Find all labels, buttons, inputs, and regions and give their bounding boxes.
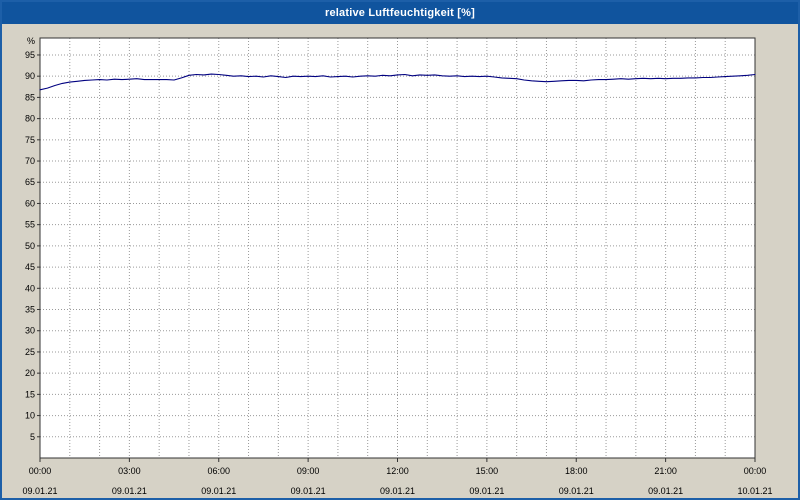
x-tick-time-label: 00:00: [744, 466, 767, 476]
x-tick-date-label: 09.01.21: [648, 486, 683, 496]
y-tick-label: 75: [25, 135, 35, 145]
y-tick-label: 35: [25, 305, 35, 315]
y-tick-label: 5: [30, 432, 35, 442]
window-title: relative Luftfeuchtigkeit [%]: [324, 7, 476, 19]
x-tick-time-label: 18:00: [565, 466, 588, 476]
x-tick-time-label: 21:00: [654, 466, 677, 476]
x-tick-date-label: 09.01.21: [201, 486, 236, 496]
x-tick-time-label: 12:00: [386, 466, 409, 476]
x-tick-time-label: 06:00: [207, 466, 230, 476]
title-bar: relative Luftfeuchtigkeit [%]: [2, 2, 798, 24]
y-tick-label: 55: [25, 220, 35, 230]
x-tick-date-label: 09.01.21: [559, 486, 594, 496]
y-tick-label: 80: [25, 114, 35, 124]
x-tick-time-label: 15:00: [476, 466, 499, 476]
y-tick-label: 40: [25, 283, 35, 293]
y-tick-label: 20: [25, 368, 35, 378]
x-tick-time-label: 09:00: [297, 466, 320, 476]
y-tick-label: 45: [25, 262, 35, 272]
y-tick-label: 25: [25, 347, 35, 357]
humidity-line: [39, 73, 756, 91]
x-tick-date-label: 09.01.21: [22, 486, 57, 496]
y-tick-label: 50: [25, 241, 35, 251]
y-tick-label: 10: [25, 411, 35, 421]
x-tick-time-label: 03:00: [118, 466, 141, 476]
y-tick-label: 30: [25, 326, 35, 336]
y-tick-label: 70: [25, 156, 35, 166]
y-tick-label: 85: [25, 92, 35, 102]
y-axis-unit-label: %: [27, 36, 35, 46]
y-tick-label: 15: [25, 389, 35, 399]
y-tick-label: 95: [25, 50, 35, 60]
x-tick-time-label: 00:00: [29, 466, 52, 476]
x-tick-date-label: 09.01.21: [469, 486, 504, 496]
x-tick-date-label: 10.01.21: [737, 486, 772, 496]
y-tick-label: 90: [25, 71, 35, 81]
y-tick-label: 65: [25, 177, 35, 187]
x-tick-date-label: 09.01.21: [112, 486, 147, 496]
chart-area: 5 10 15 20 25 30 35 40 45 50 55 60 65 70 75 80 85 90 95% 00…: [2, 24, 798, 498]
x-tick-date-label: 09.01.21: [291, 486, 326, 496]
y-tick-label: 60: [25, 198, 35, 208]
x-tick-date-label: 09.01.21: [380, 486, 415, 496]
humidity-line-chart: 5 10 15 20 25 30 35 40 45 50 55 60 65 70 75 80 85 90 95% 00…: [22, 36, 772, 496]
